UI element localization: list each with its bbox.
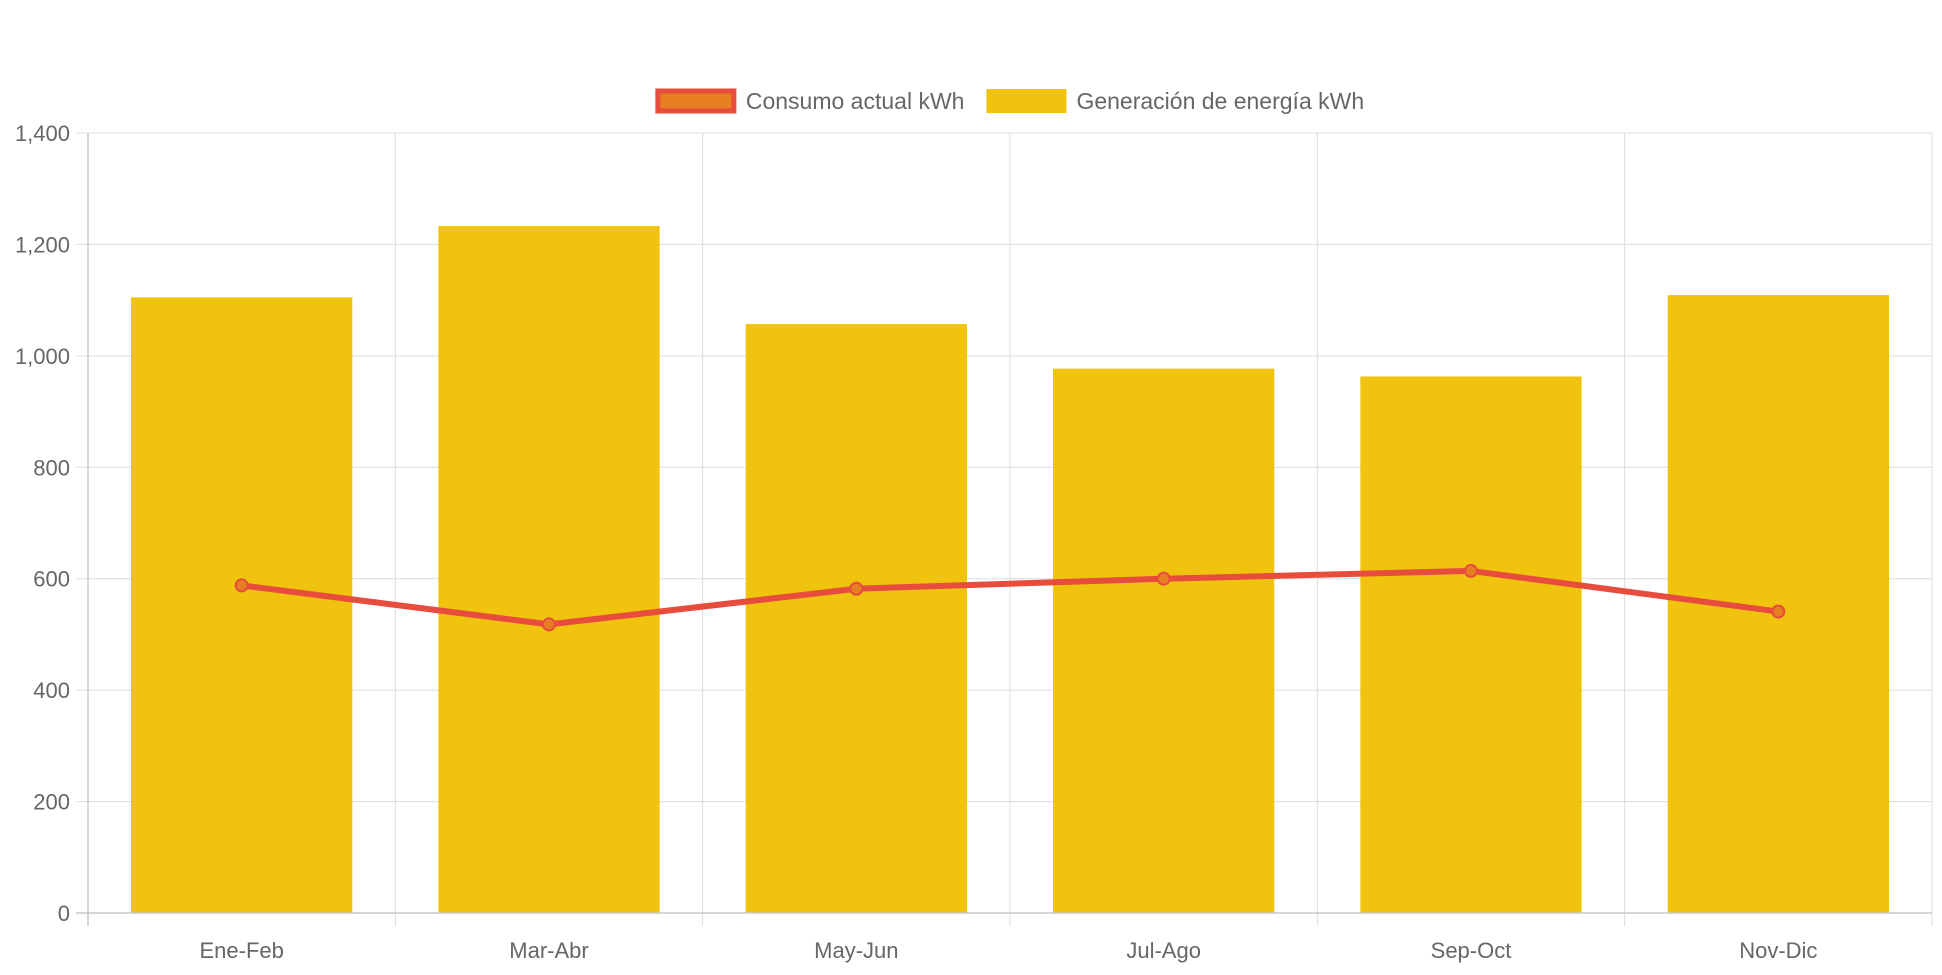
legend[interactable]: Consumo actual kWh Generación de energía … [655,88,1364,114]
axis-layer: 0 200 400 600 800 1,000 1,200 1,400 Ene-Feb Mar-A… [15,121,1932,963]
line-point[interactable] [1771,604,1786,619]
bar[interactable] [1360,376,1582,913]
x-tick-label: Sep-Oct [1431,938,1512,963]
y-tick-label: 0 [58,901,70,926]
line-point[interactable] [849,581,864,596]
line-point[interactable] [1156,571,1171,586]
bar[interactable] [745,324,967,914]
line-point[interactable] [234,578,249,593]
line-point[interactable] [542,617,556,632]
y-tick-label: 800 [33,455,70,480]
bar[interactable] [1053,368,1275,914]
bar[interactable] [131,297,353,913]
y-tick-label: 400 [33,678,70,703]
legend-label: Consumo actual kWh [746,88,965,114]
x-tick-label: Nov-Dic [1739,938,1817,963]
legend-item[interactable]: Consumo actual kWh [655,88,965,114]
legend-label: Generación de energía kWh [1076,88,1364,114]
legend-swatch [986,89,1067,113]
y-tick-label: 1,200 [15,232,70,257]
line-series-layer [234,563,1786,632]
line-series-path [238,567,1782,628]
line-point[interactable] [1464,563,1478,578]
y-tick-label: 200 [33,790,70,815]
x-tick-label: Jul-Ago [1126,938,1201,963]
y-tick-label: 600 [33,567,70,592]
y-tick-label: 1,400 [15,121,70,146]
legend-swatch [655,88,737,114]
bar[interactable] [438,226,660,914]
y-tick-label: 1,000 [15,344,70,369]
x-tick-label: Mar-Abr [509,938,588,963]
grid-layer [76,132,1933,926]
x-tick-label: Ene-Feb [199,938,283,963]
legend-item[interactable]: Generación de energía kWh [986,88,1364,114]
x-tick-label: May-Jun [814,938,898,963]
